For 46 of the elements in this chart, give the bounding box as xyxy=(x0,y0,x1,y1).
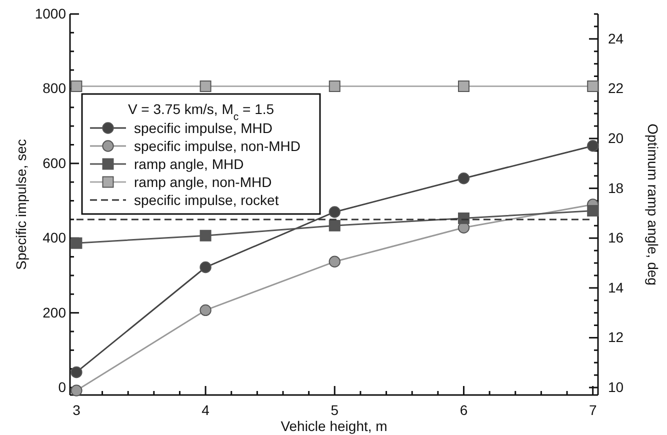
y2-tick-label: 24 xyxy=(608,30,624,46)
y2-tick-label: 10 xyxy=(608,379,624,396)
point xyxy=(200,304,212,316)
x-tick-label: 5 xyxy=(330,402,339,418)
point xyxy=(70,80,82,92)
x-tick-label: 4 xyxy=(202,402,210,418)
point xyxy=(587,204,599,216)
y-tick-label: 600 xyxy=(42,154,66,171)
y-tick-label: 400 xyxy=(42,230,66,246)
legend-label: specific impulse, non-MHD xyxy=(134,138,300,154)
point xyxy=(200,261,212,274)
y2-tick-label: 22 xyxy=(608,80,624,96)
legend-title: V = 3.75 km/s, M$_{c}$ = 1.5 xyxy=(128,101,274,123)
point xyxy=(328,80,340,92)
point xyxy=(458,172,470,184)
point xyxy=(328,256,340,268)
point xyxy=(587,80,599,92)
y2-tick-label: 12 xyxy=(608,329,624,346)
y2-tick-label: 14 xyxy=(608,279,624,296)
point xyxy=(70,366,82,378)
y2-tick-label: 16 xyxy=(608,230,624,246)
x-axis-title: Vehicle height, m xyxy=(280,418,388,434)
point xyxy=(200,230,212,242)
point xyxy=(458,212,470,224)
y-tick-label: 1000 xyxy=(34,5,66,22)
legend-label: specific impulse, rocket xyxy=(134,192,279,208)
point xyxy=(458,80,470,92)
x-tick-label: 6 xyxy=(460,402,468,418)
point xyxy=(70,384,82,396)
point xyxy=(328,220,340,232)
y-axis-title: Specific impulse, sec xyxy=(13,139,29,270)
legend-label: ramp angle, MHD xyxy=(134,156,244,172)
x-tick-label: 3 xyxy=(72,402,81,418)
legend-label: specific impulse, MHD xyxy=(134,120,272,136)
x-tick-label: 7 xyxy=(588,402,597,418)
legend-label: ramp angle, non-MHD xyxy=(134,174,272,190)
y-tick-label: 200 xyxy=(42,304,66,320)
y-tick-label: 0 xyxy=(58,379,66,396)
point xyxy=(328,206,340,218)
point xyxy=(70,237,82,249)
point xyxy=(586,140,599,152)
y2-tick-label: 20 xyxy=(608,130,624,146)
y-tick-label: 800 xyxy=(42,80,66,96)
point xyxy=(200,80,212,92)
y2-tick-label: 18 xyxy=(608,180,624,196)
y2-axis-title: Optimum ramp angle, deg xyxy=(645,124,661,286)
